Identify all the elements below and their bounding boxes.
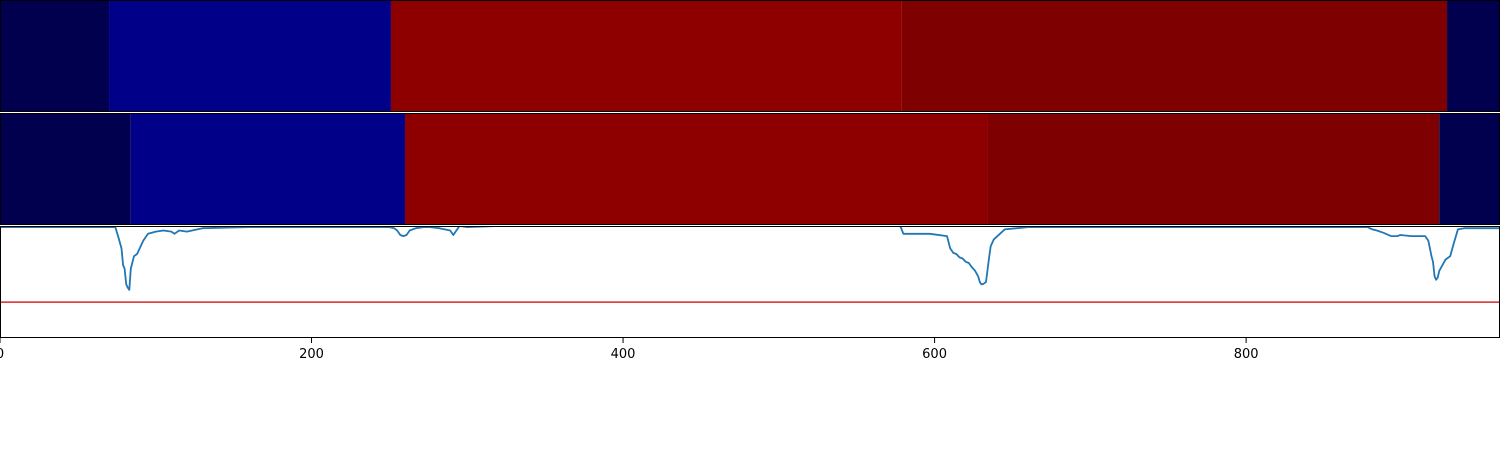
x-tick-label-800: 800 (1234, 347, 1259, 362)
segment-row-1-cell-1 (0, 0, 110, 112)
x-tick-label-600: 600 (922, 347, 947, 362)
segment-row-2-cell-1 (0, 113, 131, 225)
segment-row-1-cell-5 (1447, 0, 1500, 112)
series-line-1 (0, 226, 1500, 291)
x-tick-label-200: 200 (299, 347, 324, 362)
segment-row-1-cell-3 (390, 0, 902, 112)
x-tick-label-400: 400 (611, 347, 636, 362)
segment-row-2-cell-3 (404, 113, 988, 225)
segment-row-1-cell-4 (901, 0, 1448, 112)
segment-row-2-cell-2 (130, 113, 405, 225)
segment-row-1-cell-2 (109, 0, 391, 112)
line-panel-background (0, 226, 1500, 338)
segment-row-2-cell-4 (987, 113, 1440, 225)
x-tick-label-0: 0 (0, 347, 4, 362)
segment-row-2-cell-5 (1439, 113, 1500, 225)
